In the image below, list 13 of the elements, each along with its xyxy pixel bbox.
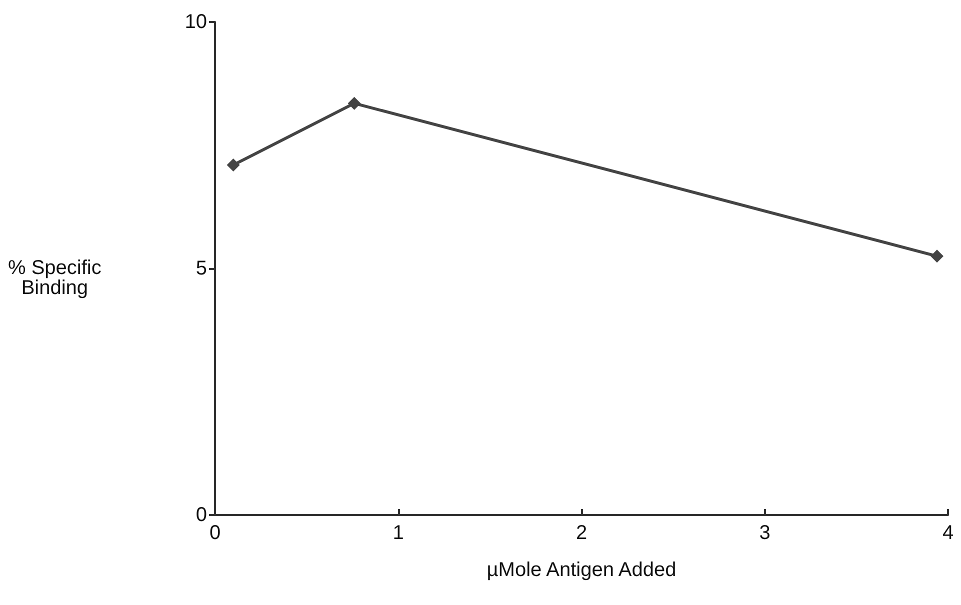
x-axis-title: µMole Antigen Added (486, 559, 676, 581)
point (348, 96, 361, 110)
x-tick-label: 1 (392, 522, 404, 544)
x-tick-label: 2 (576, 522, 588, 544)
y-tick-label: 0 (196, 504, 207, 526)
point (930, 250, 944, 263)
x-tick-label: 4 (942, 522, 954, 544)
x-tick-label: 3 (759, 522, 770, 544)
x-tick-label: 0 (209, 522, 221, 544)
y-axis-title: % Specific Binding (8, 257, 102, 299)
y-tick-label: 10 (184, 11, 207, 33)
point (226, 158, 240, 172)
y-tick-label: 5 (196, 258, 207, 280)
